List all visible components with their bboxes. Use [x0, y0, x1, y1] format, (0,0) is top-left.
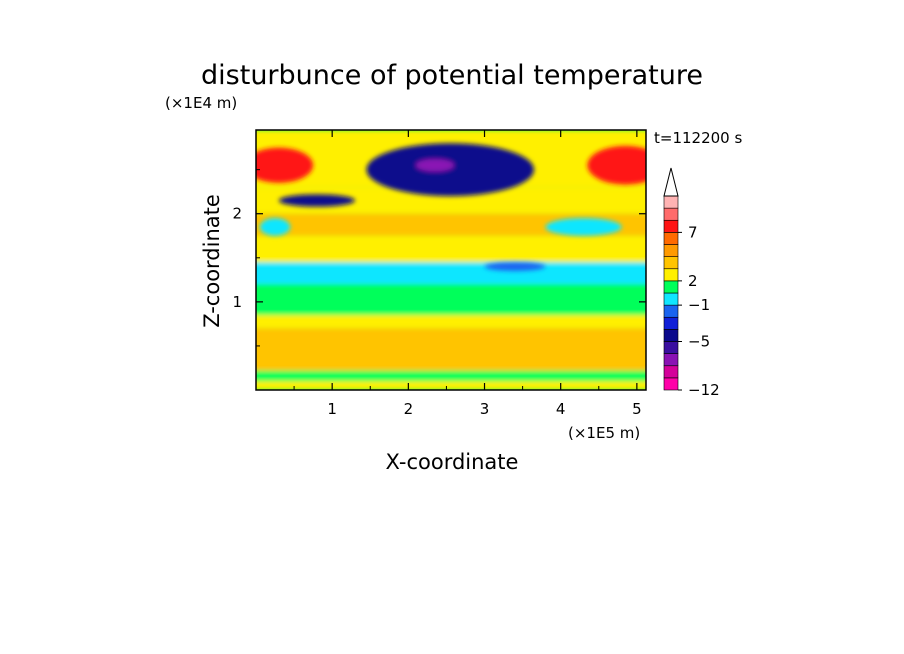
contour-feature	[415, 159, 455, 172]
contour-feature	[366, 143, 535, 197]
contour-band	[256, 262, 646, 285]
contour-band	[256, 315, 646, 329]
colorbar-swatch	[663, 232, 679, 245]
colorbar-swatch	[663, 304, 679, 318]
colorbar-swatch	[663, 256, 679, 270]
colorbar-swatch	[663, 207, 679, 221]
colorbar-swatch	[663, 329, 679, 342]
x-tick-label: 5	[632, 400, 642, 418]
contour-field	[256, 130, 646, 390]
contour-band	[256, 284, 646, 316]
colorbar-swatch	[663, 377, 679, 391]
contour-band	[256, 235, 646, 263]
colorbar-label: −5	[688, 333, 710, 351]
y-tick-label: 1	[232, 293, 242, 311]
x-axis-label: X-coordinate	[386, 450, 519, 474]
colorbar-label: −12	[688, 381, 720, 399]
colorbar-swatch	[663, 195, 679, 209]
colorbar-swatch	[663, 341, 679, 354]
x-tick-label: 3	[480, 400, 490, 418]
colorbar-label: 2	[688, 272, 698, 290]
colorbar-swatch	[663, 280, 679, 294]
y-axis-label: Z-coordinate	[200, 194, 224, 328]
contour-feature	[278, 194, 356, 207]
colorbar: 7 2 −1 −5 −12	[663, 167, 720, 399]
y-tick-label: 2	[232, 205, 242, 223]
time-label: t=112200 s	[654, 129, 742, 147]
contour-feature	[484, 262, 546, 272]
y-unit-label: (×1E4 m)	[165, 94, 237, 112]
x-tick-label: 2	[404, 400, 414, 418]
contour-band	[256, 328, 646, 371]
chart-title: disturbunce of potential temperature	[201, 60, 703, 91]
colorbar-swatch	[663, 219, 679, 233]
plot-frame	[255, 129, 647, 391]
x-axis: 1 2 3 4 5	[293, 130, 642, 418]
colorbar-swatch	[663, 244, 679, 257]
contour-feature	[259, 218, 291, 236]
x-tick-label: 1	[327, 400, 337, 418]
colorbar-swatch	[663, 292, 679, 306]
colorbar-swatch	[663, 365, 679, 379]
contour-feature	[545, 218, 622, 236]
contour-band	[256, 381, 646, 390]
contour-feature	[256, 147, 314, 183]
colorbar-swatch	[663, 268, 679, 282]
x-tick-label: 4	[556, 400, 566, 418]
contour-feature	[587, 145, 646, 185]
colorbar-swatch	[663, 353, 679, 367]
colorbar-swatch	[663, 316, 679, 330]
contour-band	[256, 370, 646, 382]
y-axis: 12	[232, 169, 646, 347]
colorbar-label: −1	[688, 296, 710, 314]
x-unit-label: (×1E5 m)	[568, 424, 640, 442]
colorbar-label: 7	[688, 223, 698, 241]
colorbar-extend-arrow	[663, 167, 679, 197]
